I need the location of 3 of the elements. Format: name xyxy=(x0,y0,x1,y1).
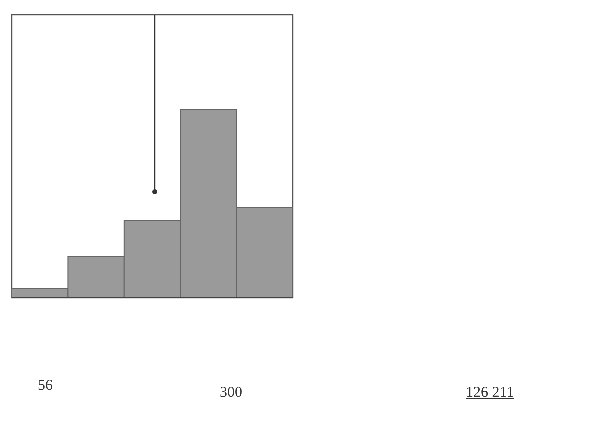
text: 56 xyxy=(38,378,54,394)
text: 126 211 xyxy=(466,385,514,401)
text: 300 xyxy=(220,385,242,401)
